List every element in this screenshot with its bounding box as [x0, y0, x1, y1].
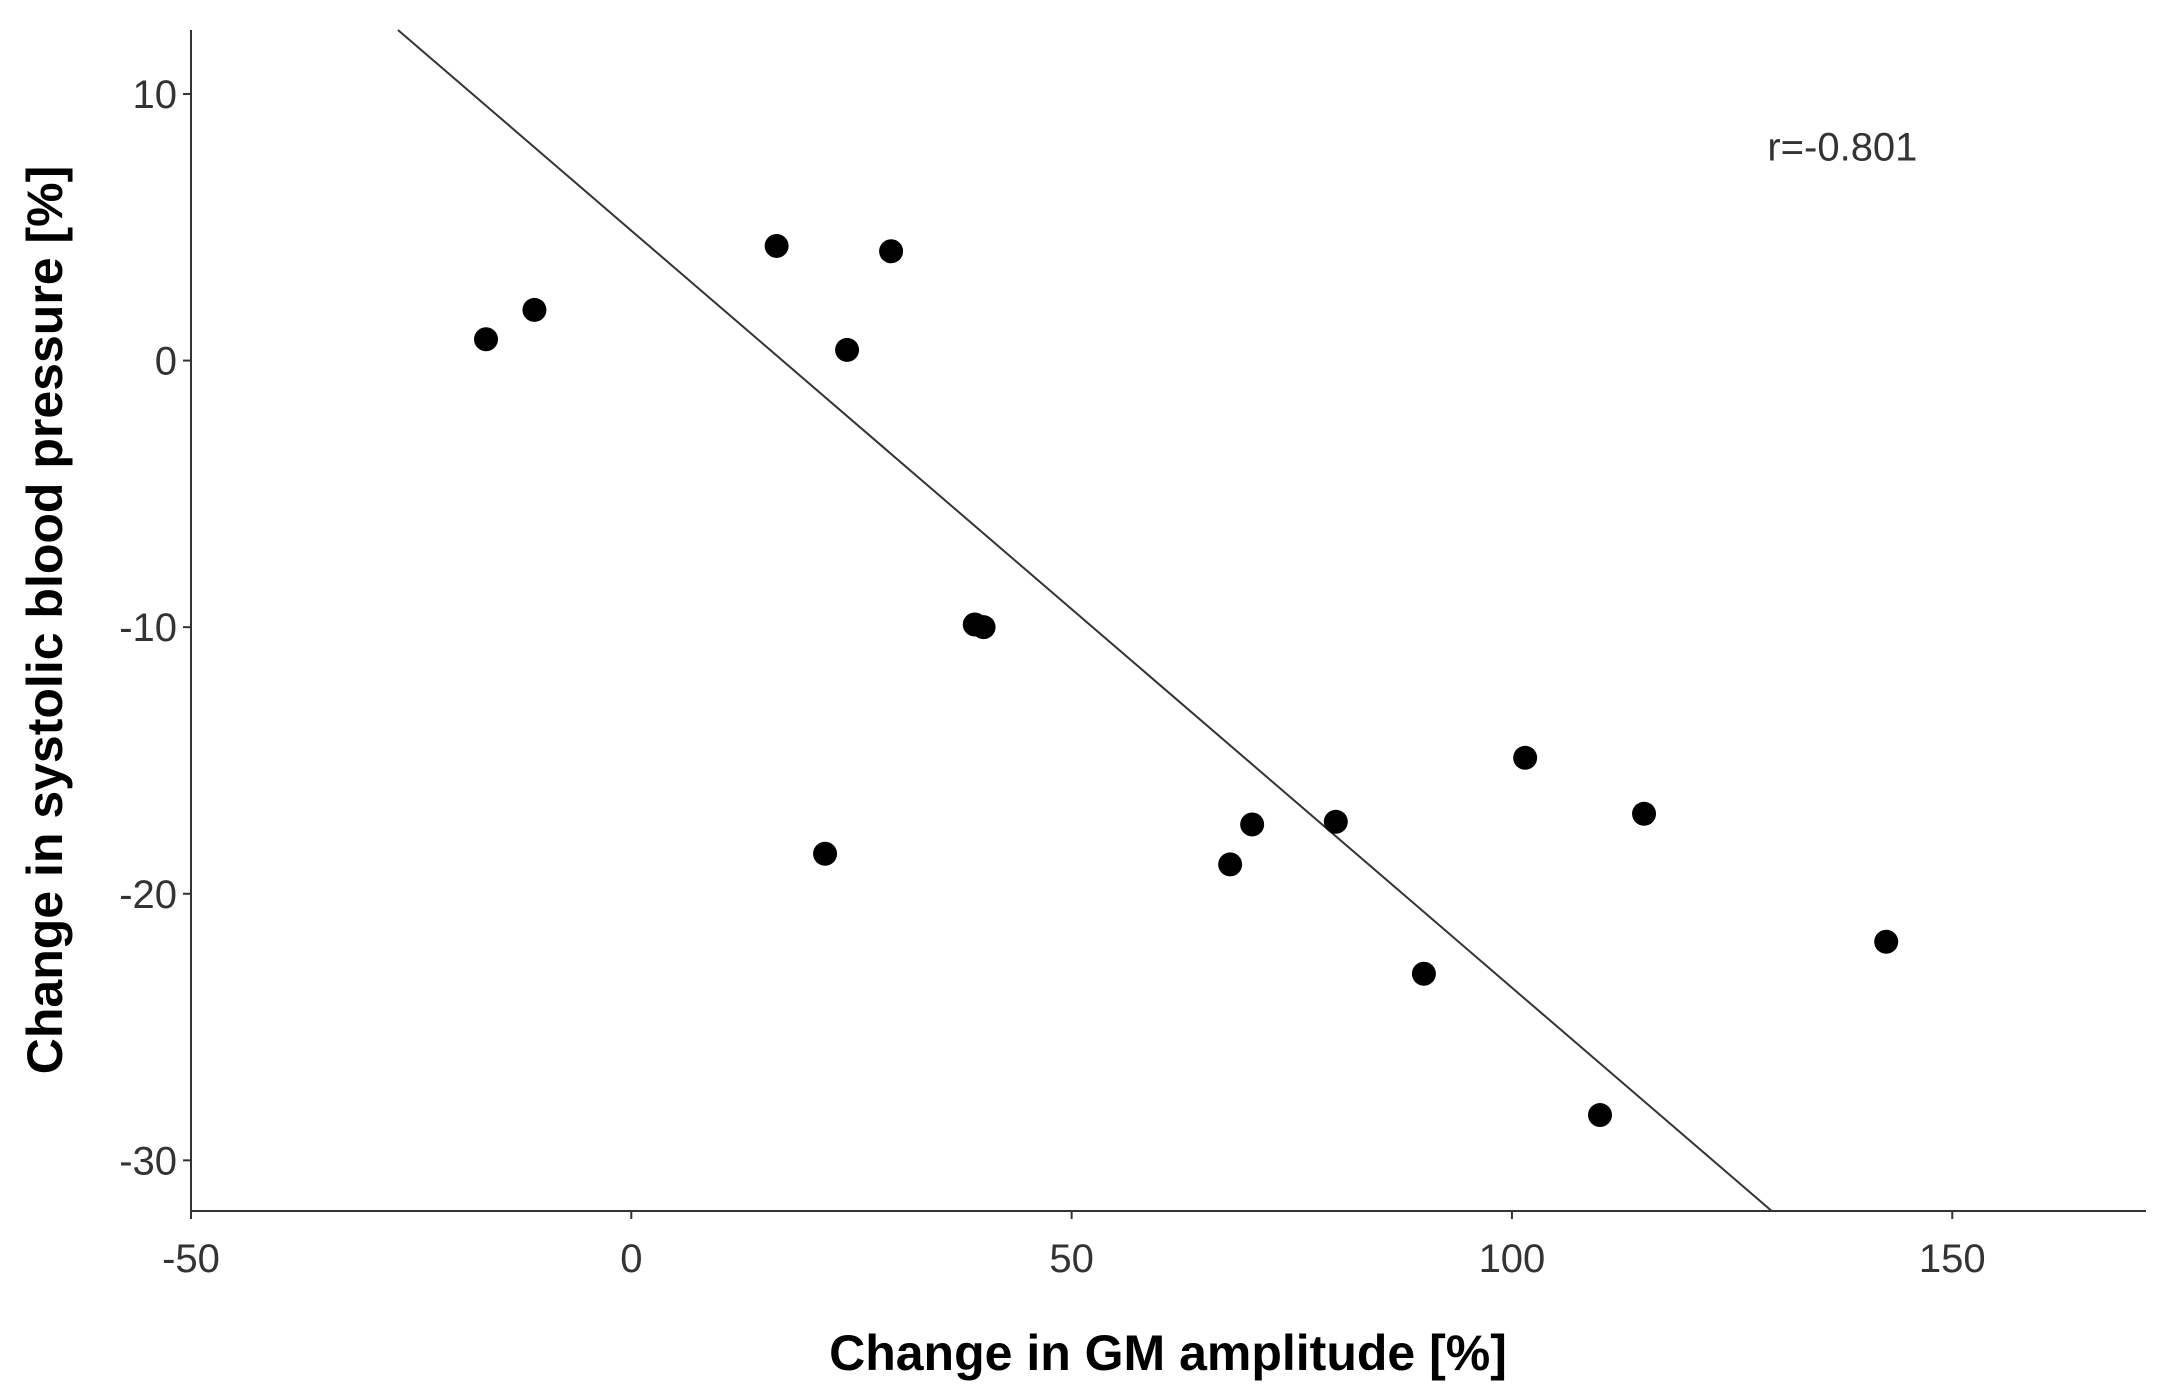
y-tick-label: -20 [119, 873, 177, 917]
data-point [1513, 745, 1538, 770]
y-tick-label: 10 [133, 73, 178, 117]
data-point [1218, 852, 1243, 877]
regression-line-group [397, 29, 1773, 1212]
x-ticks: -50 0 50 100 150 [162, 1211, 1986, 1281]
y-tick-label: 0 [155, 340, 177, 384]
regression-line [397, 29, 1773, 1212]
data-point [971, 615, 996, 640]
data-point [1323, 809, 1348, 834]
y-tick-label: -30 [119, 1139, 177, 1183]
data-point [813, 841, 838, 866]
data-point [1240, 812, 1265, 837]
y-axis-title: Change in systolic blood pressure [%] [17, 166, 73, 1075]
y-ticks: 10 0 -10 -20 -30 [119, 73, 191, 1183]
data-point [1632, 801, 1657, 826]
data-point [764, 233, 789, 258]
data-points [474, 233, 1899, 1128]
axes [190, 30, 2146, 1212]
x-tick-label: -50 [162, 1237, 220, 1281]
data-point [522, 297, 547, 322]
x-tick-label: 0 [620, 1237, 642, 1281]
data-point [474, 327, 499, 352]
x-axis-title: Change in GM amplitude [%] [829, 1325, 1507, 1381]
data-point [835, 337, 860, 362]
x-tick-label: 150 [1919, 1237, 1986, 1281]
y-tick-label: -10 [119, 606, 177, 650]
annotations: r=-0.801 [1767, 126, 1917, 170]
data-point [1588, 1103, 1613, 1128]
data-point [1411, 961, 1436, 986]
data-point [879, 239, 904, 264]
x-tick-label: 100 [1479, 1237, 1546, 1281]
correlation-annotation: r=-0.801 [1767, 126, 1917, 170]
data-point [1874, 929, 1899, 954]
x-tick-label: 50 [1049, 1237, 1094, 1281]
